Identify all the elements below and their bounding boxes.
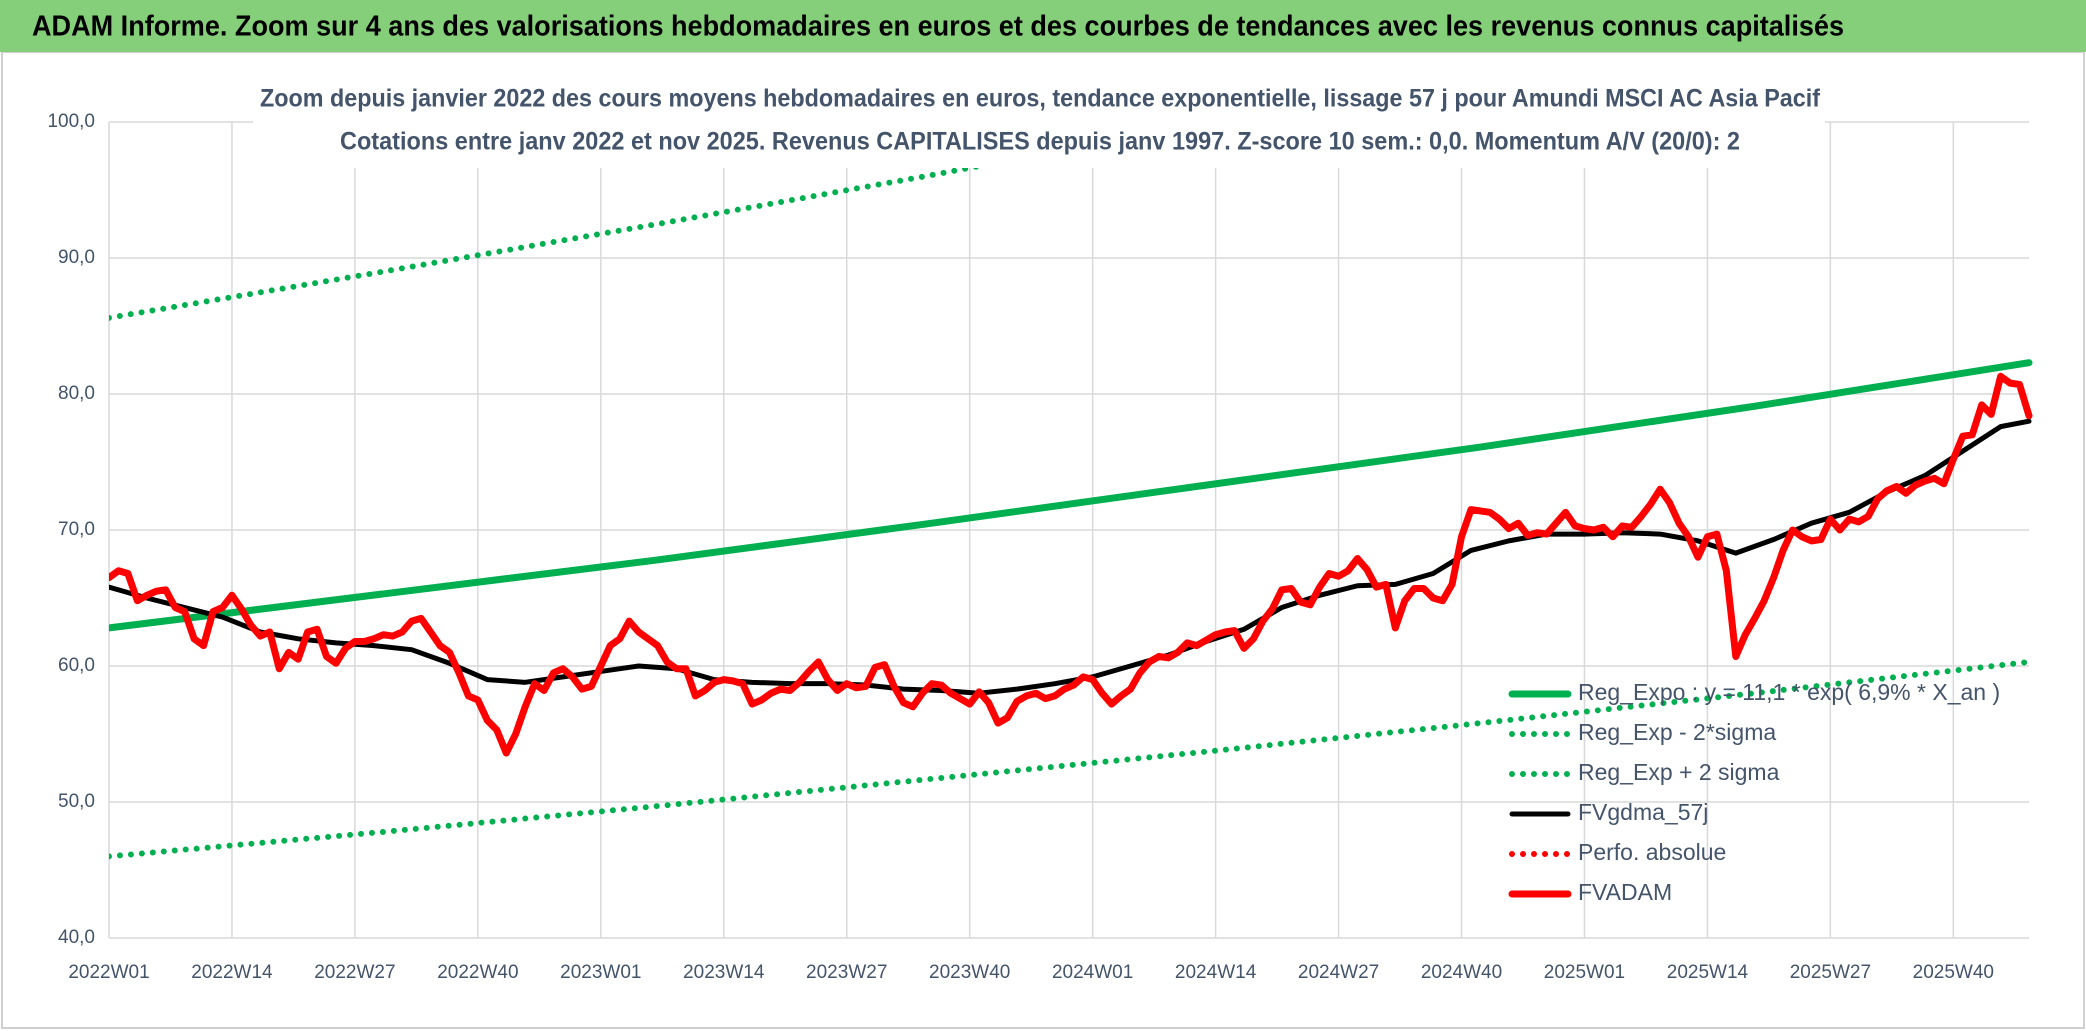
subtitle: Cotations entre janv 2022 et nov 2025. R…: [340, 128, 1740, 156]
x-tick-label: 2023W14: [683, 962, 765, 983]
legend-label: Perfo. absolue: [1578, 839, 1726, 865]
y-tick-label: 70,0: [58, 519, 95, 540]
y-tick-label: 60,0: [58, 655, 95, 676]
x-tick-label: 2022W14: [191, 962, 273, 983]
series-line: [109, 359, 2033, 632]
x-tick-label: 2025W14: [1667, 962, 1749, 983]
x-tick-label: 2023W40: [929, 962, 1010, 983]
x-tick-label: 2023W01: [560, 962, 641, 983]
x-tick-label: 2024W27: [1298, 962, 1379, 983]
legend-label: FVgdma_57j: [1578, 799, 1708, 825]
x-tick-label: 2024W01: [1052, 962, 1133, 983]
series-line: [109, 372, 2033, 757]
subtitle: Zoom depuis janvier 2022 des cours moyen…: [260, 85, 1821, 113]
x-tick-label: 2025W01: [1544, 962, 1625, 983]
y-tick-label: 90,0: [58, 247, 95, 268]
banner: [0, 0, 2086, 52]
legend-label: Reg_Exp - 2*sigma: [1578, 719, 1776, 745]
y-tick-label: 80,0: [58, 383, 95, 404]
series-line: [109, 658, 2032, 860]
y-tick-label: 50,0: [58, 791, 95, 812]
legend-label: Reg_Exp + 2 sigma: [1578, 759, 1780, 785]
x-tick-label: 2025W27: [1790, 962, 1871, 983]
y-tick-label: 100,0: [47, 111, 95, 132]
x-tick-label: 2022W01: [68, 962, 149, 983]
legend-label: Reg_Expo : y = 11,1 * exp( 6,9% * X_an ): [1578, 679, 2000, 705]
x-tick-label: 2023W27: [806, 962, 887, 983]
x-tick-label: 2024W14: [1175, 962, 1257, 983]
x-tick-label: 2022W27: [314, 962, 395, 983]
y-tick-label: 40,0: [58, 927, 95, 948]
x-tick-label: 2025W40: [1913, 962, 1994, 983]
chart-title: ADAM Informe. Zoom sur 4 ans des valoris…: [32, 11, 1844, 43]
x-tick-label: 2022W40: [437, 962, 518, 983]
legend-label: FVADAM: [1578, 879, 1672, 905]
subtitle-box: [253, 78, 1825, 168]
x-tick-label: 2024W40: [1421, 962, 1502, 983]
